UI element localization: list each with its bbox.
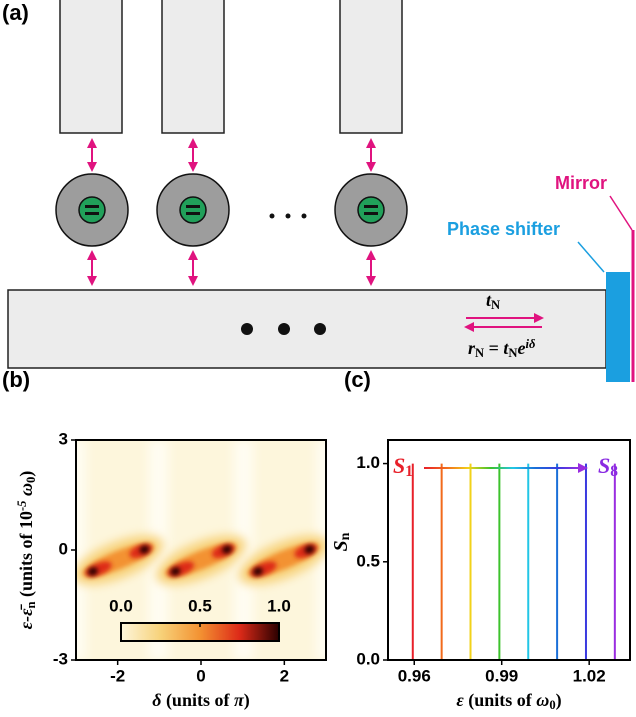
- text-part: ω: [536, 690, 549, 710]
- y-axis-label: ε-ε̄n (units of 10-5 ω0): [15, 471, 38, 630]
- phase-shifter: [606, 272, 630, 382]
- text-part: n: [338, 532, 353, 540]
- text-part: S: [393, 453, 405, 478]
- x-tick-label: 0: [196, 666, 205, 685]
- x-tick-label: 2: [280, 666, 289, 685]
- text-part: -5: [15, 501, 29, 512]
- text-part: S: [330, 540, 352, 551]
- y-tick-label: 3: [59, 429, 68, 448]
- text-part: N: [508, 346, 517, 360]
- y-tick-label: 0: [59, 539, 68, 558]
- leader: [610, 196, 632, 230]
- text-part: S: [598, 453, 610, 478]
- x-tick-label: 0.96: [398, 666, 431, 685]
- text-part: e: [518, 338, 526, 358]
- phase-shifter-label: Phase shifter: [447, 219, 560, 239]
- arrow-shaft: [424, 467, 580, 469]
- x-tick-label: -2: [110, 666, 125, 685]
- plot-frame: [388, 440, 630, 660]
- resonators: [56, 174, 407, 246]
- y-tick-label: 0.5: [356, 551, 380, 570]
- panel-label: (b): [2, 367, 30, 392]
- leader: [578, 242, 604, 272]
- text-part: ): [556, 690, 562, 711]
- text-part: N: [475, 346, 484, 360]
- coupling-arrows: [92, 140, 371, 284]
- waveguide: [340, 0, 402, 133]
- y-tick-label: 0.0: [356, 649, 380, 668]
- y-tick-label: -3: [53, 649, 68, 668]
- colorbar-tick-label: 0.0: [109, 596, 133, 615]
- x-axis-label: ε (units of ω0): [456, 690, 561, 712]
- text-part: N: [491, 298, 500, 312]
- text-part: =: [484, 338, 503, 358]
- text-part: (units of 10: [16, 511, 37, 602]
- waveguide: [60, 0, 122, 133]
- y-tick-label: 1.0: [356, 453, 380, 472]
- panel-label: (a): [2, 0, 29, 25]
- text-part: 8: [610, 463, 618, 480]
- mirror-label: Mirror: [555, 173, 607, 193]
- text-part: (units of: [161, 690, 234, 711]
- waveguide: [162, 0, 224, 133]
- y-axis-label: Sn: [330, 532, 354, 551]
- text-part: iδ: [526, 337, 536, 351]
- text-part: 1: [405, 463, 413, 480]
- annotation: S1: [393, 453, 413, 480]
- x-tick-label: 1.02: [573, 666, 606, 685]
- diagram: (a) Mirror Phase shifter tN rN = tNeiδ: [2, 0, 633, 382]
- text-part: n: [24, 602, 38, 609]
- text-part: ): [244, 690, 250, 711]
- colorbar-tick-label: 1.0: [267, 596, 291, 615]
- x-axis-label: δ (units of π): [152, 690, 250, 711]
- text-part: ): [16, 471, 37, 477]
- annotation: S8: [598, 453, 618, 480]
- text-part: ω: [16, 483, 36, 501]
- colorbar-tick-label: 0.5: [188, 596, 212, 615]
- figure: (a) Mirror Phase shifter tN rN = tNeiδ 0…: [0, 0, 636, 717]
- x-tick-label: 0.99: [485, 666, 518, 685]
- text-part: (units of: [464, 690, 537, 711]
- text-part: δ: [152, 690, 161, 710]
- panel-label: (c): [344, 367, 371, 392]
